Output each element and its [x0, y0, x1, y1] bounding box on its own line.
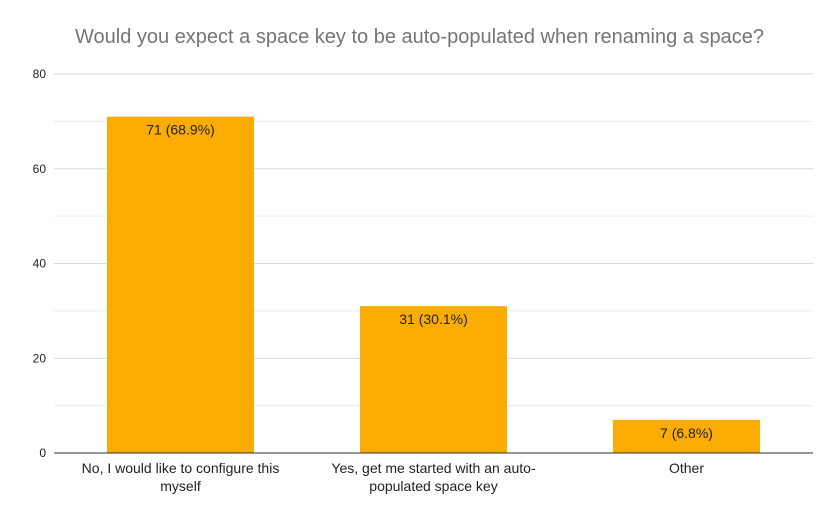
x-category-label-line: myself	[160, 478, 201, 494]
data-label: 7 (6.8%)	[660, 425, 713, 441]
x-category-label-line: No, I would like to configure this	[82, 460, 280, 476]
chart-title: Would you expect a space key to be auto-…	[75, 26, 764, 48]
bar	[360, 306, 507, 453]
data-label: 71 (68.9%)	[146, 122, 214, 138]
bar	[613, 419, 760, 453]
x-category-label: Yes, get me started with an auto-populat…	[331, 460, 535, 494]
y-tick-label: 60	[33, 162, 47, 176]
data-label: 31 (30.1%)	[399, 311, 467, 327]
x-category-label: No, I would like to configure this myself	[82, 460, 280, 494]
y-tick-label: 20	[33, 351, 47, 365]
bar	[107, 116, 254, 453]
x-category-label: Other	[669, 460, 704, 476]
x-category-label-line: populated space key	[369, 478, 497, 494]
x-category-label-line: Other	[669, 460, 704, 476]
x-category-label-line: Yes, get me started with an auto-	[331, 460, 535, 476]
y-tick-label: 40	[33, 257, 47, 271]
y-tick-label: 80	[33, 67, 47, 81]
y-tick-label: 0	[39, 446, 46, 460]
